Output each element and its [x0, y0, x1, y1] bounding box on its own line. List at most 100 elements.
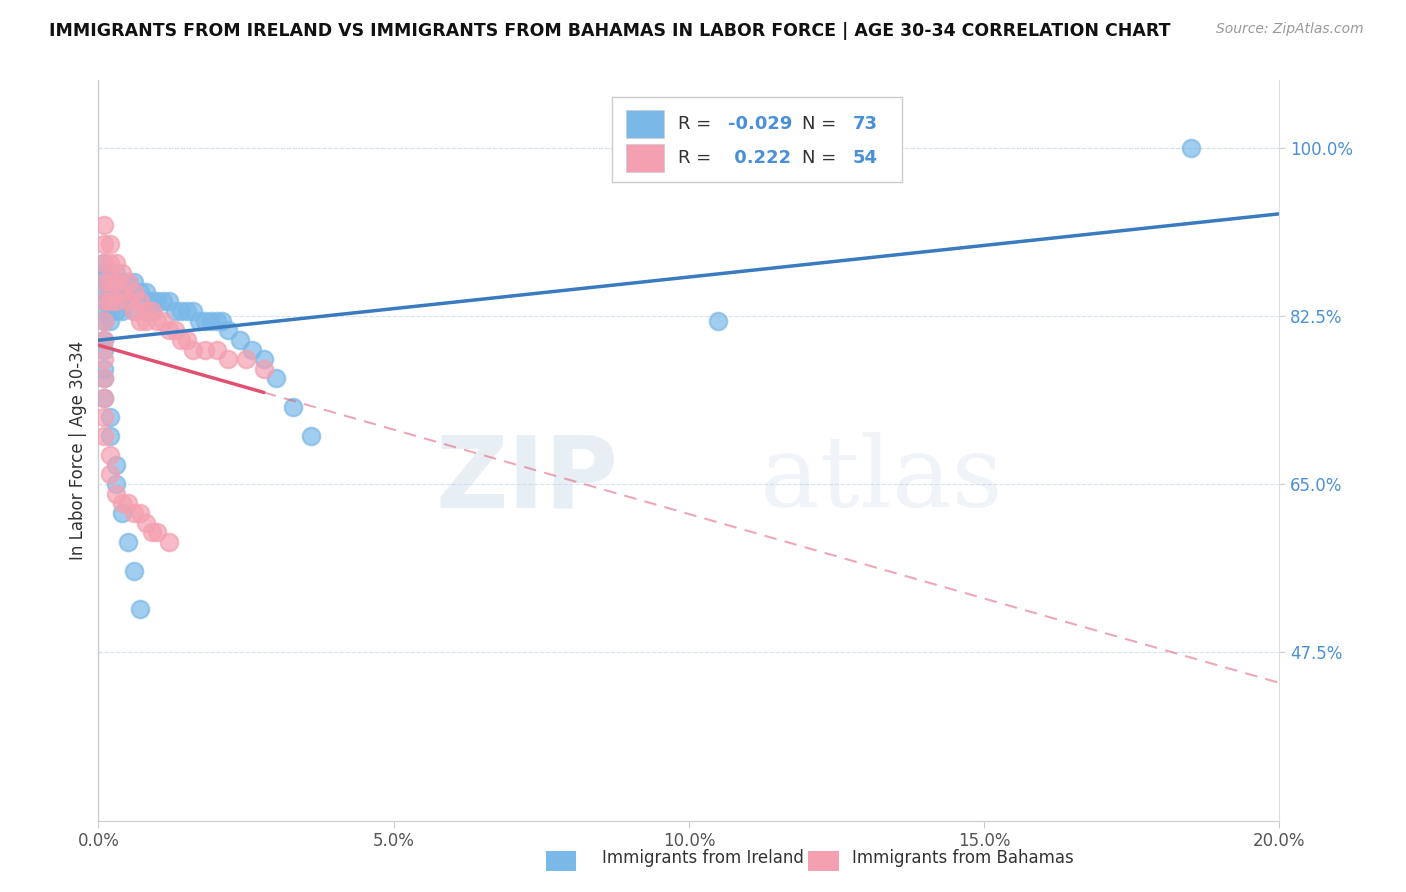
Point	[111, 285, 134, 299]
Point	[93, 313, 115, 327]
Point	[217, 352, 239, 367]
Point	[117, 496, 139, 510]
Point	[93, 275, 115, 289]
Point	[205, 313, 228, 327]
Point	[122, 564, 145, 578]
Point	[176, 304, 198, 318]
Point	[157, 323, 180, 337]
Point	[152, 313, 174, 327]
Point	[707, 313, 730, 327]
Point	[93, 275, 115, 289]
Text: ZIP: ZIP	[436, 432, 619, 529]
Point	[200, 313, 222, 327]
Point	[283, 400, 305, 414]
Point	[98, 285, 121, 299]
Point	[111, 496, 134, 510]
Point	[98, 313, 121, 327]
Point	[157, 534, 180, 549]
Point	[98, 256, 121, 270]
Point	[181, 304, 204, 318]
Point	[93, 294, 115, 309]
Point	[111, 285, 134, 299]
Point	[93, 266, 115, 280]
Point	[105, 275, 128, 289]
Point	[128, 602, 150, 616]
Point	[141, 304, 163, 318]
Point	[205, 343, 228, 357]
Point	[264, 371, 287, 385]
Point	[117, 534, 139, 549]
Point	[229, 333, 252, 347]
Point	[1180, 140, 1202, 154]
Point	[105, 285, 128, 299]
Text: Immigrants from Bahamas: Immigrants from Bahamas	[852, 849, 1074, 867]
Point	[122, 285, 145, 299]
Point	[253, 352, 276, 367]
Point	[135, 304, 157, 318]
Point	[141, 525, 163, 540]
Text: Source: ZipAtlas.com: Source: ZipAtlas.com	[1216, 22, 1364, 37]
Point	[93, 361, 115, 376]
Point	[146, 294, 169, 309]
Point	[299, 429, 322, 443]
Point	[105, 458, 128, 472]
Point	[111, 275, 134, 289]
Point	[117, 275, 139, 289]
Point	[93, 266, 115, 280]
Point	[98, 304, 121, 318]
Text: Immigrants from Ireland: Immigrants from Ireland	[602, 849, 804, 867]
Point	[111, 294, 134, 309]
Point	[93, 218, 115, 232]
Point	[93, 343, 115, 357]
Point	[105, 294, 128, 309]
Point	[105, 304, 128, 318]
Point	[93, 371, 115, 385]
Point	[98, 429, 121, 443]
Point	[135, 516, 157, 530]
Point	[93, 285, 115, 299]
Point	[98, 448, 121, 462]
Point	[111, 506, 134, 520]
Text: R =: R =	[678, 115, 717, 133]
Point	[93, 391, 115, 405]
Point	[253, 361, 276, 376]
Point	[93, 409, 115, 424]
Point	[128, 313, 150, 327]
Point	[181, 343, 204, 357]
Point	[122, 506, 145, 520]
Point	[152, 294, 174, 309]
Point	[93, 391, 115, 405]
Point	[235, 352, 257, 367]
Point	[165, 323, 187, 337]
Point	[217, 323, 239, 337]
Point	[135, 304, 157, 318]
Point	[128, 294, 150, 309]
Point	[122, 275, 145, 289]
Point	[93, 371, 115, 385]
Text: 73: 73	[853, 115, 879, 133]
Point	[128, 294, 150, 309]
Text: N =: N =	[803, 149, 842, 168]
Point	[187, 313, 209, 327]
Point	[98, 275, 121, 289]
Point	[105, 294, 128, 309]
Point	[93, 236, 115, 251]
Point	[93, 256, 115, 270]
Text: 0.222: 0.222	[728, 149, 792, 168]
Point	[93, 333, 115, 347]
Point	[93, 352, 115, 367]
Point	[122, 304, 145, 318]
Point	[93, 333, 115, 347]
Point	[122, 285, 145, 299]
Point	[146, 313, 169, 327]
FancyBboxPatch shape	[626, 111, 664, 138]
Point	[117, 275, 139, 289]
Point	[98, 275, 121, 289]
FancyBboxPatch shape	[626, 145, 664, 172]
Y-axis label: In Labor Force | Age 30-34: In Labor Force | Age 30-34	[69, 341, 87, 560]
Point	[176, 333, 198, 347]
Text: atlas: atlas	[759, 433, 1002, 528]
Point	[105, 256, 128, 270]
Point	[93, 294, 115, 309]
Point	[93, 256, 115, 270]
